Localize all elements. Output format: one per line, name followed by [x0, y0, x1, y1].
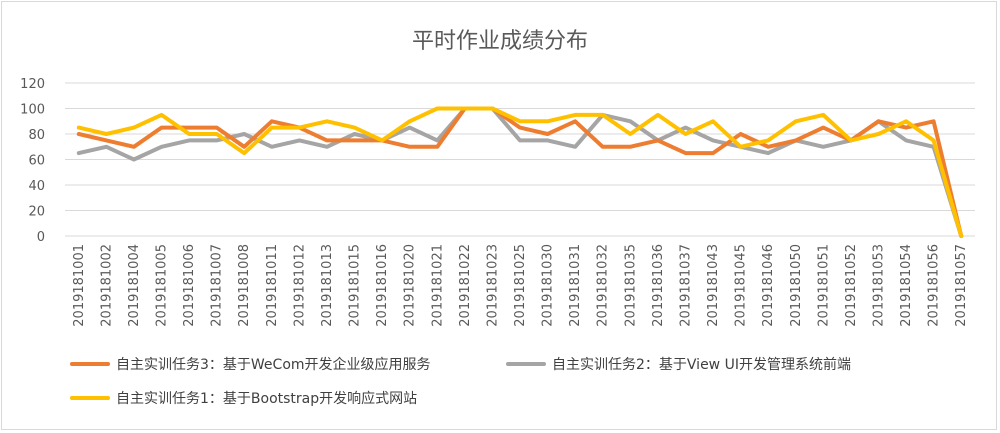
x-tick-label: 2019181045	[734, 244, 749, 327]
y-tick-label: 100	[20, 103, 45, 118]
y-tick-label: 120	[20, 77, 45, 92]
x-tick-label: 2019181052	[844, 244, 859, 327]
x-tick-label: 2019181006	[182, 244, 197, 327]
series-line-2	[76, 106, 964, 238]
x-tick-label: 2019181030	[541, 244, 556, 327]
legend-label-1: 自主实训任务2：基于View UI开发管理系统前端	[552, 356, 851, 373]
y-tick-label: 60	[28, 154, 45, 169]
x-tick-label: 2019181023	[485, 244, 500, 327]
x-tick-label: 2019181046	[761, 244, 776, 327]
x-tick-label: 2019181053	[871, 244, 886, 327]
x-tick-label: 2019181057	[954, 244, 969, 327]
x-tick-label: 2019181011	[265, 244, 280, 327]
x-axis-ticks: 2019181001 2019181002 2019181004 2019181005…	[72, 244, 969, 327]
x-tick-label: 2019181035	[623, 244, 638, 327]
chart-title: 平时作业成绩分布	[412, 29, 588, 54]
x-tick-label: 2019181005	[155, 244, 170, 327]
x-tick-label: 2019181004	[127, 244, 142, 327]
y-tick-label: 80	[28, 128, 45, 143]
y-tick-label: 20	[28, 205, 45, 220]
x-tick-label: 2019181051	[816, 244, 831, 327]
legend: 自主实训任务3：基于WeCom开发企业级应用服务 自主实训任务2：基于View U…	[70, 356, 851, 407]
x-tick-label: 2019181025	[513, 244, 528, 327]
x-tick-label: 2019181013	[320, 244, 335, 327]
y-tick-label: 0	[37, 230, 45, 245]
y-axis-ticks: 0 20 40 60 80 100 120	[20, 77, 45, 245]
x-tick-label: 2019181015	[348, 244, 363, 327]
x-tick-label: 2019181043	[706, 244, 721, 327]
series-line-0	[76, 106, 964, 238]
x-tick-label: 2019181020	[403, 244, 418, 327]
gridlines	[65, 82, 975, 237]
x-tick-label: 2019181050	[789, 244, 804, 327]
x-tick-label: 2019181012	[292, 244, 307, 327]
x-tick-label: 2019181032	[596, 244, 611, 327]
x-tick-label: 2019181001	[72, 244, 87, 327]
y-tick-label: 40	[28, 179, 45, 194]
legend-label-0: 自主实训任务3：基于WeCom开发企业级应用服务	[116, 356, 431, 373]
series-lines	[76, 106, 964, 238]
legend-label-2: 自主实训任务1：基于Bootstrap开发响应式网站	[116, 390, 417, 407]
x-tick-label: 2019181016	[375, 244, 390, 327]
x-tick-label: 2019181002	[99, 244, 114, 327]
x-tick-label: 2019181054	[899, 244, 914, 327]
x-tick-label: 2019181021	[430, 244, 445, 327]
x-tick-label: 2019181007	[210, 244, 225, 327]
x-tick-label: 2019181037	[678, 244, 693, 327]
x-tick-label: 2019181008	[237, 244, 252, 327]
x-tick-label: 2019181031	[568, 244, 583, 327]
x-tick-label: 2019181036	[651, 244, 666, 327]
x-tick-label: 2019181022	[458, 244, 473, 327]
x-tick-label: 2019181056	[927, 244, 942, 327]
